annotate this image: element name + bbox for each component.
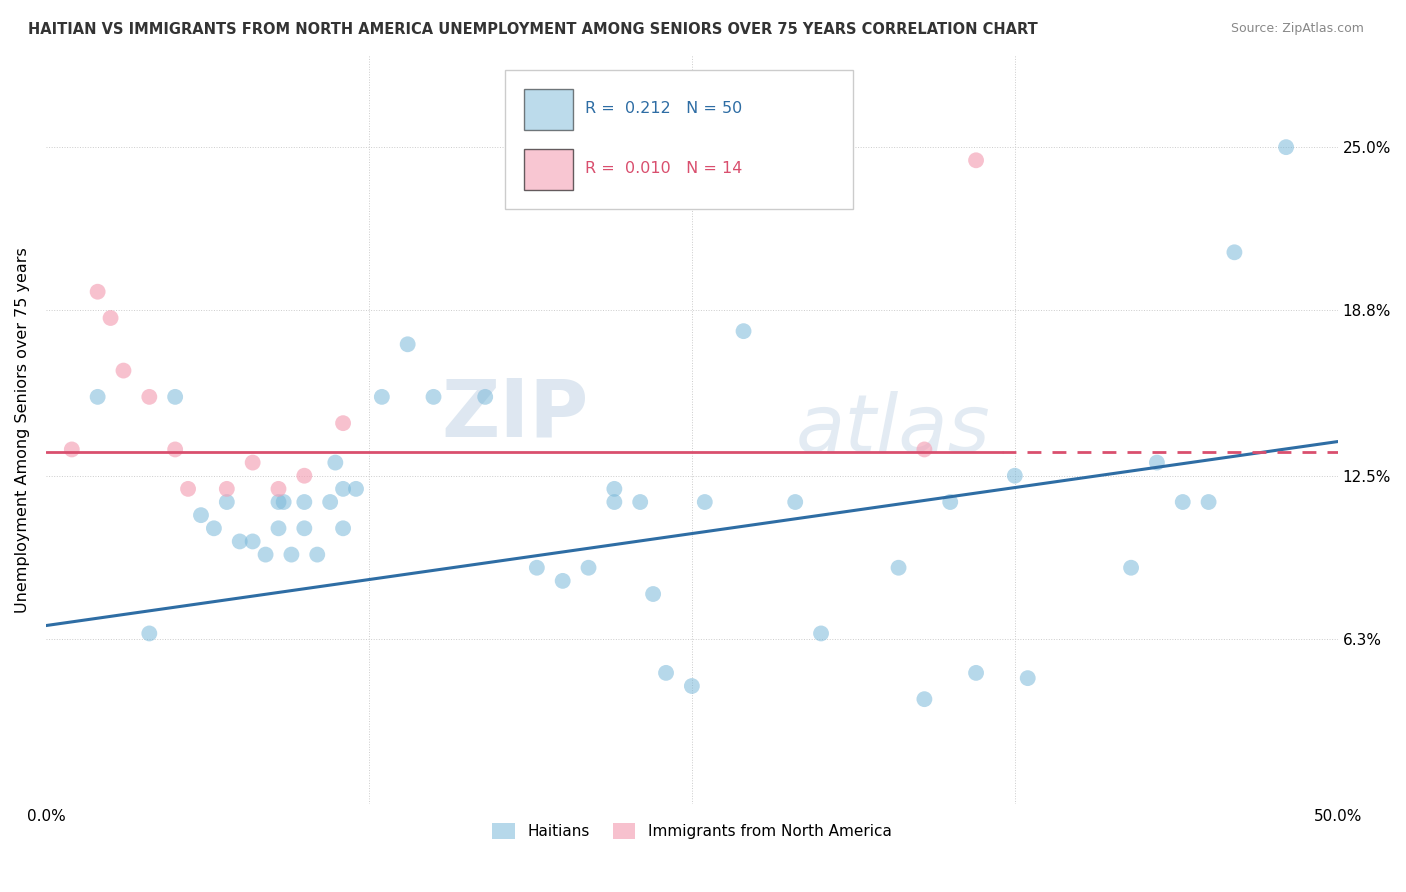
Point bbox=[1275, 140, 1298, 154]
Point bbox=[785, 495, 807, 509]
Point bbox=[280, 548, 302, 562]
Text: atlas: atlas bbox=[796, 391, 990, 468]
Point bbox=[202, 521, 225, 535]
Point bbox=[344, 482, 367, 496]
Point bbox=[112, 363, 135, 377]
Point bbox=[267, 521, 290, 535]
Point bbox=[628, 495, 651, 509]
Point bbox=[1223, 245, 1246, 260]
Point bbox=[86, 285, 108, 299]
Point bbox=[190, 508, 212, 523]
Point bbox=[474, 390, 496, 404]
Point bbox=[292, 468, 315, 483]
Point bbox=[332, 482, 354, 496]
Point bbox=[325, 456, 347, 470]
Point bbox=[965, 665, 987, 680]
Point bbox=[1119, 560, 1142, 574]
Point bbox=[603, 495, 626, 509]
Text: R =  0.010   N = 14: R = 0.010 N = 14 bbox=[585, 161, 742, 176]
Point bbox=[912, 442, 935, 457]
FancyBboxPatch shape bbox=[524, 149, 574, 190]
Point bbox=[229, 534, 252, 549]
Point bbox=[1017, 671, 1039, 685]
Point bbox=[1198, 495, 1220, 509]
Point bbox=[887, 560, 910, 574]
Point bbox=[603, 482, 626, 496]
FancyBboxPatch shape bbox=[505, 70, 853, 209]
Point bbox=[292, 495, 315, 509]
Point bbox=[965, 153, 987, 168]
Point bbox=[733, 324, 755, 338]
Point bbox=[138, 626, 160, 640]
Point bbox=[578, 560, 600, 574]
Point bbox=[332, 416, 354, 430]
Point bbox=[60, 442, 83, 457]
Point bbox=[273, 495, 295, 509]
Point bbox=[681, 679, 703, 693]
Text: ZIP: ZIP bbox=[441, 376, 589, 454]
Point bbox=[242, 534, 264, 549]
Text: Source: ZipAtlas.com: Source: ZipAtlas.com bbox=[1230, 22, 1364, 36]
Y-axis label: Unemployment Among Seniors over 75 years: Unemployment Among Seniors over 75 years bbox=[15, 247, 30, 613]
Point bbox=[1004, 468, 1026, 483]
Point bbox=[810, 626, 832, 640]
Point bbox=[165, 442, 187, 457]
Legend: Haitians, Immigrants from North America: Haitians, Immigrants from North America bbox=[486, 817, 897, 846]
Point bbox=[267, 482, 290, 496]
Point bbox=[422, 390, 444, 404]
Point bbox=[100, 311, 122, 326]
Point bbox=[551, 574, 574, 588]
Point bbox=[939, 495, 962, 509]
Point bbox=[165, 390, 187, 404]
Point bbox=[1146, 456, 1168, 470]
Point bbox=[177, 482, 200, 496]
Text: R =  0.212   N = 50: R = 0.212 N = 50 bbox=[585, 101, 742, 116]
Point bbox=[86, 390, 108, 404]
Point bbox=[242, 456, 264, 470]
Point bbox=[332, 521, 354, 535]
Point bbox=[655, 665, 678, 680]
Text: HAITIAN VS IMMIGRANTS FROM NORTH AMERICA UNEMPLOYMENT AMONG SENIORS OVER 75 YEAR: HAITIAN VS IMMIGRANTS FROM NORTH AMERICA… bbox=[28, 22, 1038, 37]
Point bbox=[396, 337, 419, 351]
Point bbox=[526, 560, 548, 574]
Point bbox=[267, 495, 290, 509]
Point bbox=[643, 587, 665, 601]
Point bbox=[319, 495, 342, 509]
Point bbox=[215, 482, 238, 496]
Point bbox=[693, 495, 716, 509]
Point bbox=[371, 390, 394, 404]
Point bbox=[292, 521, 315, 535]
Point bbox=[138, 390, 160, 404]
Point bbox=[254, 548, 277, 562]
Point bbox=[307, 548, 329, 562]
Point bbox=[1171, 495, 1194, 509]
Point bbox=[912, 692, 935, 706]
Point bbox=[215, 495, 238, 509]
FancyBboxPatch shape bbox=[524, 89, 574, 130]
